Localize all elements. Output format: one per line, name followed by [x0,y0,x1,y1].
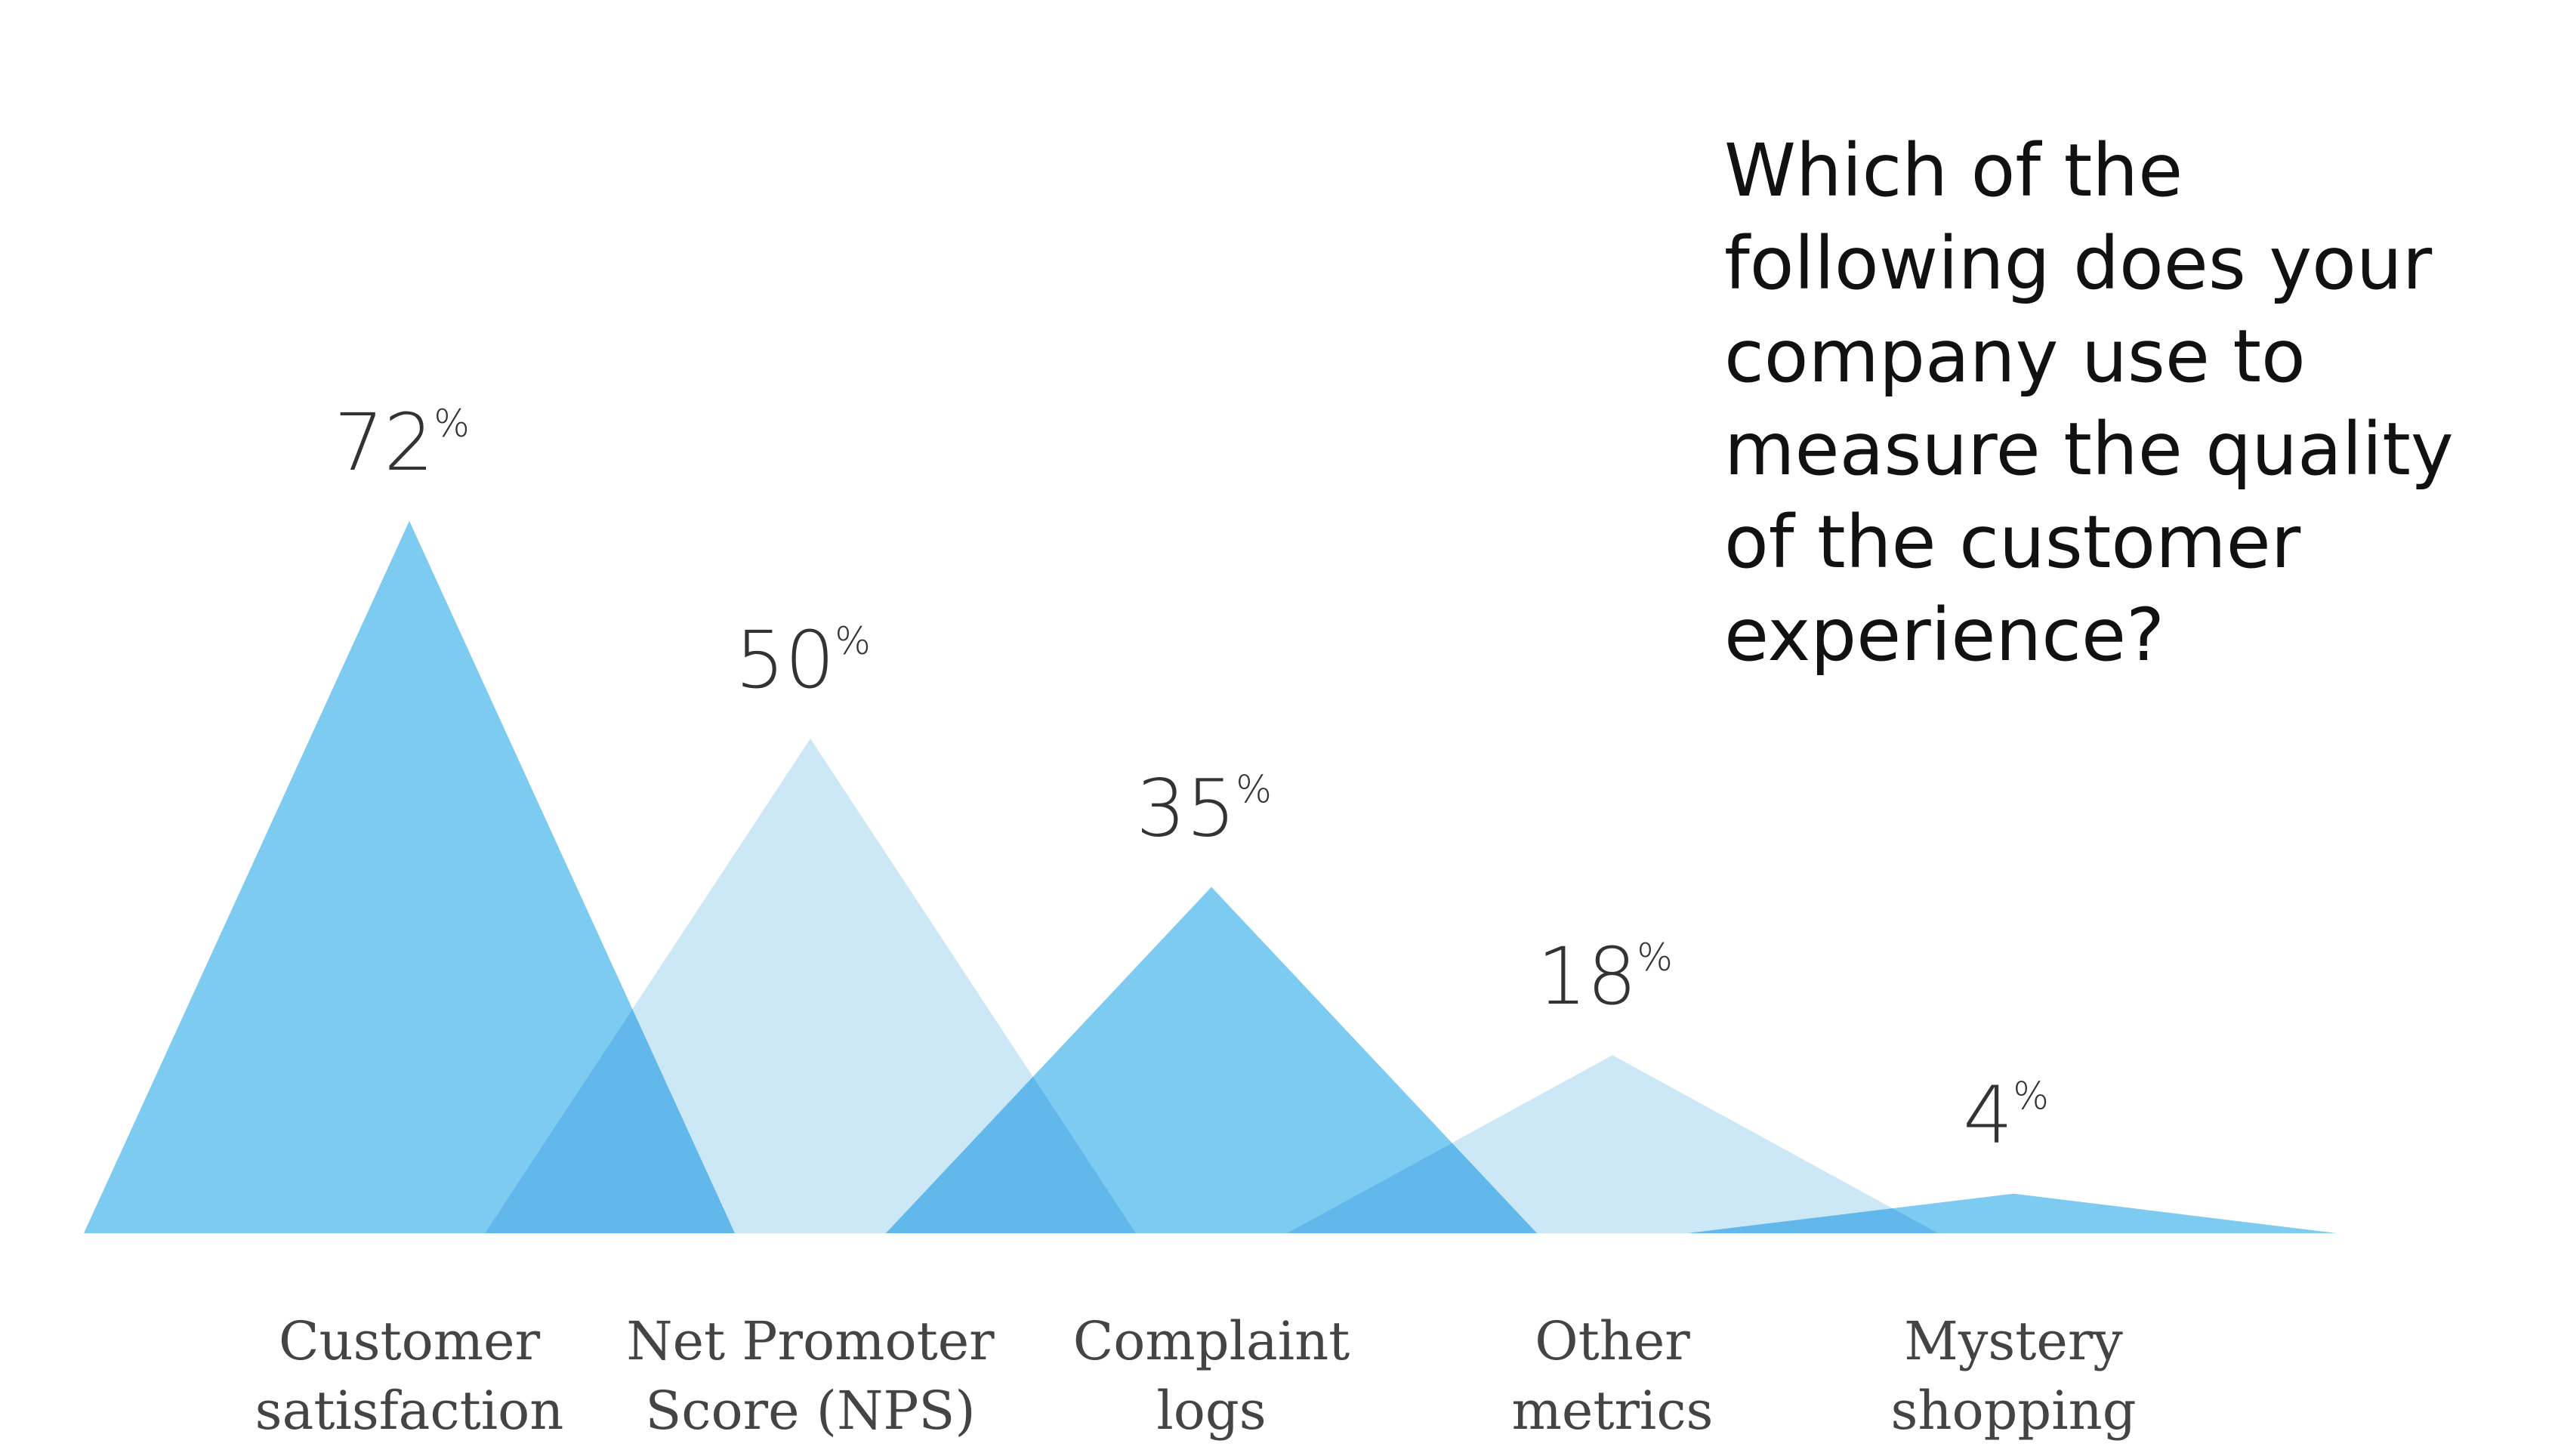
category-label-net-promoter-score: Net Promoter Score (NPS) [626,1310,995,1442]
overlap-customer-satisfaction-net-promoter-score [485,739,735,1233]
category-label-line: Customer [279,1310,541,1372]
category-label-line: logs [1156,1380,1266,1442]
value-label-customer-satisfaction: 72% [334,396,470,489]
value-label-other-metrics: 18% [1537,930,1673,1023]
area-customer-satisfaction [84,520,735,1233]
overlap-complaint-logs-other-metrics [1287,1055,1537,1233]
overlap-other-metrics-mystery-shopping [1688,1193,1938,1233]
category-label-line: metrics [1512,1380,1714,1442]
category-label-customer-satisfaction: Customer satisfaction [255,1310,564,1442]
value-label-mystery-shopping: 4% [1963,1069,2049,1161]
category-label-line: Other [1535,1310,1690,1372]
chart-title: Which of the following does your company… [1724,128,2454,677]
value-label-net-promoter-score: 50% [735,614,871,706]
category-label-line: Mystery [1904,1310,2123,1372]
category-label-line: Score (NPS) [645,1380,975,1442]
category-label-line: Complaint [1073,1310,1350,1372]
category-label-line: shopping [1890,1380,2136,1442]
category-label-other-metrics: Other metrics [1512,1310,1714,1442]
category-label-line: Net Promoter [626,1310,995,1372]
value-label-complaint-logs: 35% [1136,763,1272,855]
category-label-mystery-shopping: Mystery shopping [1890,1310,2136,1442]
category-label-complaint-logs: Complaint logs [1073,1310,1350,1442]
category-label-line: satisfaction [255,1380,564,1442]
overlap-net-promoter-score-complaint-logs [886,887,1136,1233]
